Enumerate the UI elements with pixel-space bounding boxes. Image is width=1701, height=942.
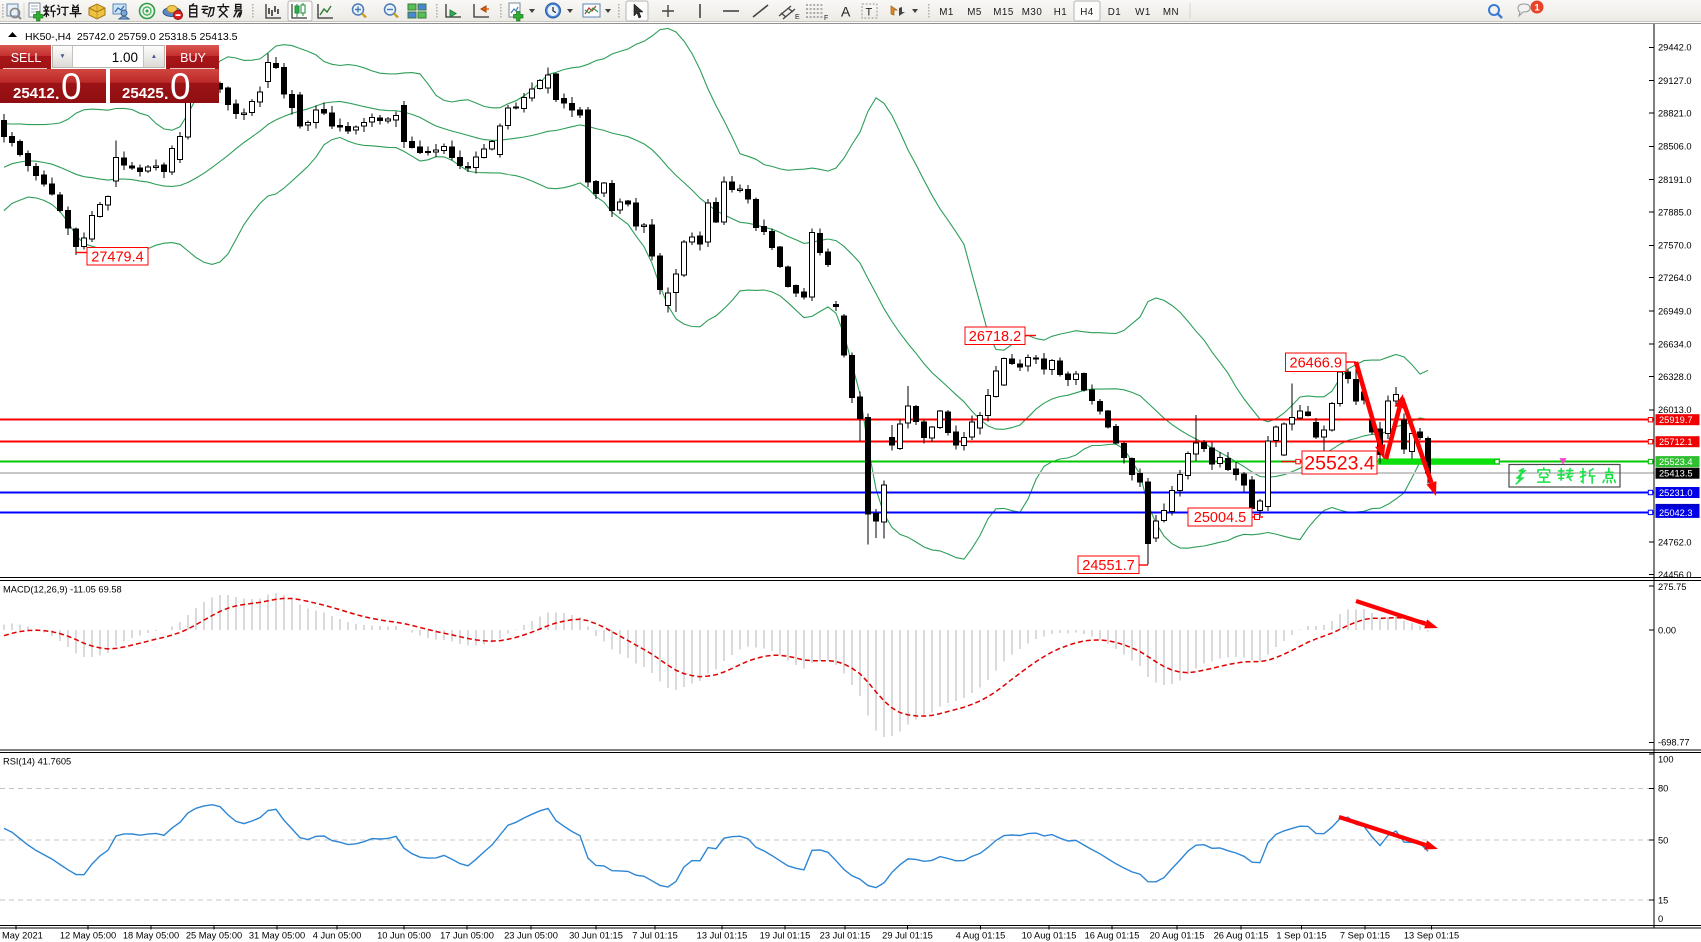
svg-text:28506.0: 28506.0 bbox=[1658, 142, 1692, 152]
svg-text:28821.0: 28821.0 bbox=[1658, 108, 1692, 118]
svg-text:18 May 05:00: 18 May 05:00 bbox=[123, 931, 179, 941]
svg-text:23 Jun 05:00: 23 Jun 05:00 bbox=[504, 931, 558, 941]
svg-text:May 2021: May 2021 bbox=[2, 931, 43, 941]
svg-text:D1: D1 bbox=[1108, 7, 1122, 18]
svg-text:12 May 05:00: 12 May 05:00 bbox=[60, 931, 116, 941]
svg-text:T: T bbox=[866, 7, 873, 19]
svg-text:7 Sep 01:15: 7 Sep 01:15 bbox=[1340, 931, 1390, 941]
svg-text:7 Jul 01:15: 7 Jul 01:15 bbox=[632, 931, 678, 941]
svg-text:26718.2: 26718.2 bbox=[969, 329, 1021, 345]
svg-text:29127.0: 29127.0 bbox=[1658, 76, 1692, 86]
svg-text:25042.3: 25042.3 bbox=[1659, 508, 1693, 518]
svg-text:10 Aug 01:15: 10 Aug 01:15 bbox=[1022, 931, 1077, 941]
svg-text:-698.77: -698.77 bbox=[1658, 738, 1690, 748]
svg-text:25004.5: 25004.5 bbox=[1194, 510, 1246, 526]
svg-text:M30: M30 bbox=[1022, 7, 1043, 18]
svg-text:25523.4: 25523.4 bbox=[1304, 453, 1375, 475]
svg-text:A: A bbox=[841, 4, 851, 20]
svg-text:26 Aug 01:15: 26 Aug 01:15 bbox=[1214, 931, 1269, 941]
svg-text:31 May 05:00: 31 May 05:00 bbox=[249, 931, 305, 941]
svg-text:M1: M1 bbox=[939, 7, 954, 18]
svg-text:16 Aug 01:15: 16 Aug 01:15 bbox=[1085, 931, 1140, 941]
svg-text:20 Aug 01:15: 20 Aug 01:15 bbox=[1150, 931, 1205, 941]
svg-text:25523.4: 25523.4 bbox=[1659, 457, 1693, 467]
svg-text:E: E bbox=[795, 14, 800, 21]
svg-text:25413.5: 25413.5 bbox=[1659, 469, 1693, 479]
svg-text:25231.0: 25231.0 bbox=[1659, 488, 1693, 498]
svg-text:50: 50 bbox=[1658, 835, 1668, 845]
svg-text:M15: M15 bbox=[993, 7, 1014, 18]
svg-text:MACD(12,26,9) -11.05 69.58: MACD(12,26,9) -11.05 69.58 bbox=[3, 585, 122, 595]
svg-text:19 Jul 01:15: 19 Jul 01:15 bbox=[760, 931, 811, 941]
svg-text:25712.1: 25712.1 bbox=[1659, 437, 1693, 447]
svg-text:0.00: 0.00 bbox=[1658, 625, 1676, 635]
svg-text:4 Jun 05:00: 4 Jun 05:00 bbox=[313, 931, 362, 941]
svg-text:4 Aug 01:15: 4 Aug 01:15 bbox=[956, 931, 1006, 941]
svg-text:29442.0: 29442.0 bbox=[1658, 43, 1692, 53]
svg-text:29 Jul 01:15: 29 Jul 01:15 bbox=[882, 931, 933, 941]
svg-text:RSI(14) 41.7605: RSI(14) 41.7605 bbox=[3, 757, 71, 767]
svg-text:26949.0: 26949.0 bbox=[1658, 306, 1692, 316]
svg-text:W1: W1 bbox=[1135, 7, 1151, 18]
svg-text:0: 0 bbox=[1658, 914, 1663, 924]
svg-text:13 Jul 01:15: 13 Jul 01:15 bbox=[697, 931, 748, 941]
svg-text:24456.0: 24456.0 bbox=[1658, 570, 1692, 580]
svg-text:1 Sep 01:15: 1 Sep 01:15 bbox=[1276, 931, 1326, 941]
svg-text:24762.0: 24762.0 bbox=[1658, 537, 1692, 547]
svg-text:15: 15 bbox=[1658, 896, 1668, 906]
svg-text:1: 1 bbox=[1534, 3, 1540, 14]
svg-text:275.75: 275.75 bbox=[1658, 582, 1686, 592]
svg-text:30 Jun 01:15: 30 Jun 01:15 bbox=[569, 931, 623, 941]
svg-text:28191.0: 28191.0 bbox=[1658, 175, 1692, 185]
svg-text:26466.9: 26466.9 bbox=[1290, 356, 1342, 372]
svg-text:25919.7: 25919.7 bbox=[1659, 415, 1693, 425]
svg-text:26328.0: 26328.0 bbox=[1658, 372, 1692, 382]
svg-text:100: 100 bbox=[1658, 755, 1674, 765]
svg-text:17 Jun 05:00: 17 Jun 05:00 bbox=[440, 931, 494, 941]
svg-text:23 Jul 01:15: 23 Jul 01:15 bbox=[820, 931, 871, 941]
svg-text:24551.7: 24551.7 bbox=[1082, 558, 1134, 574]
svg-text:27885.0: 27885.0 bbox=[1658, 207, 1692, 217]
svg-text:27570.0: 27570.0 bbox=[1658, 241, 1692, 251]
svg-text:13 Sep 01:15: 13 Sep 01:15 bbox=[1404, 931, 1459, 941]
svg-text:M5: M5 bbox=[967, 7, 982, 18]
svg-text:F: F bbox=[824, 15, 828, 22]
svg-text:26634.0: 26634.0 bbox=[1658, 340, 1692, 350]
svg-text:H4: H4 bbox=[1080, 7, 1094, 18]
svg-text:80: 80 bbox=[1658, 784, 1668, 794]
svg-text:27264.0: 27264.0 bbox=[1658, 273, 1692, 283]
svg-text:H1: H1 bbox=[1054, 7, 1068, 18]
svg-text:10 Jun 05:00: 10 Jun 05:00 bbox=[377, 931, 431, 941]
svg-text:26013.0: 26013.0 bbox=[1658, 405, 1692, 415]
svg-text:HK50-,H4 25742.0 25759.0 2531: HK50-,H4 25742.0 25759.0 25318.5 25413.5 bbox=[25, 31, 238, 43]
svg-text:MN: MN bbox=[1163, 7, 1179, 18]
svg-text:27479.4: 27479.4 bbox=[91, 250, 143, 266]
svg-text:25 May 05:00: 25 May 05:00 bbox=[186, 931, 242, 941]
